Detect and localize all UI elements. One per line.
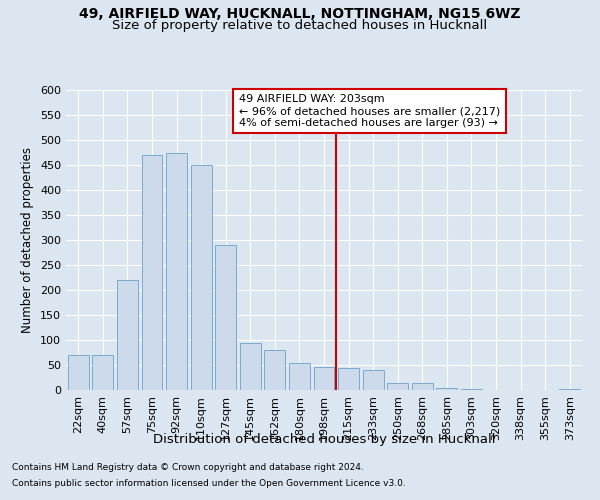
Bar xyxy=(289,362,310,390)
Bar xyxy=(559,389,580,390)
Bar xyxy=(436,388,457,390)
Bar xyxy=(461,389,482,390)
Bar xyxy=(142,155,163,390)
Bar xyxy=(387,382,408,390)
Text: Contains HM Land Registry data © Crown copyright and database right 2024.: Contains HM Land Registry data © Crown c… xyxy=(12,464,364,472)
Bar xyxy=(362,370,383,390)
Bar xyxy=(215,245,236,390)
Bar xyxy=(68,355,89,390)
Text: Distribution of detached houses by size in Hucknall: Distribution of detached houses by size … xyxy=(153,432,495,446)
Bar xyxy=(117,280,138,390)
Bar xyxy=(92,355,113,390)
Text: 49, AIRFIELD WAY, HUCKNALL, NOTTINGHAM, NG15 6WZ: 49, AIRFIELD WAY, HUCKNALL, NOTTINGHAM, … xyxy=(79,8,521,22)
Bar xyxy=(240,342,261,390)
Text: Contains public sector information licensed under the Open Government Licence v3: Contains public sector information licen… xyxy=(12,478,406,488)
Bar xyxy=(265,350,286,390)
Bar xyxy=(412,382,433,390)
Text: 49 AIRFIELD WAY: 203sqm
← 96% of detached houses are smaller (2,217)
4% of semi-: 49 AIRFIELD WAY: 203sqm ← 96% of detache… xyxy=(239,94,500,128)
Y-axis label: Number of detached properties: Number of detached properties xyxy=(22,147,34,333)
Bar xyxy=(338,368,359,390)
Text: Size of property relative to detached houses in Hucknall: Size of property relative to detached ho… xyxy=(112,19,488,32)
Bar xyxy=(191,165,212,390)
Bar xyxy=(166,152,187,390)
Bar xyxy=(314,366,334,390)
